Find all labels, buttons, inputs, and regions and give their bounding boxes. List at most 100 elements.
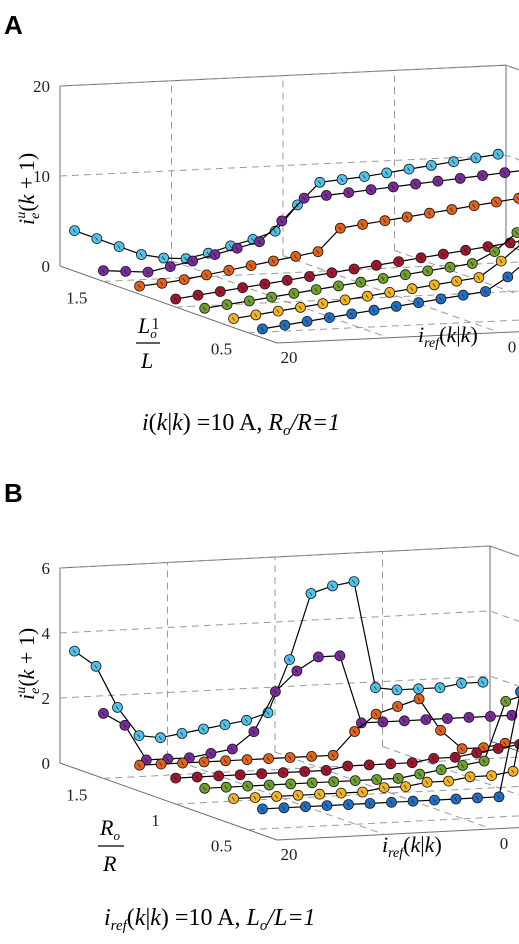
data-point-mark <box>146 270 150 275</box>
data-point-mark <box>161 256 165 261</box>
x-tick-label: 20 <box>281 845 298 864</box>
y-tick-label: 6 <box>42 559 51 578</box>
data-point-mark <box>441 252 445 257</box>
data-point-mark <box>139 252 143 257</box>
data-point-mark <box>353 778 357 783</box>
data-point-mark <box>218 289 222 294</box>
x-tick-label: 20 <box>281 348 298 367</box>
data-point-mark <box>271 259 275 264</box>
data-point-mark <box>359 721 363 726</box>
data-point-mark <box>489 773 493 778</box>
data-point-mark <box>475 796 479 801</box>
data-point-mark <box>324 768 328 773</box>
data-point-mark <box>247 299 251 304</box>
data-point-mark <box>405 215 409 220</box>
series-line <box>74 153 499 260</box>
data-point-mark <box>461 293 465 298</box>
data-point-mark <box>318 180 322 185</box>
data-point-mark <box>293 254 297 259</box>
data-point-mark <box>424 717 428 722</box>
data-point-mark <box>503 741 507 746</box>
data-point-mark <box>416 687 420 692</box>
data-point-mark <box>439 297 443 302</box>
data-point-mark <box>417 697 421 702</box>
data-point-mark <box>137 763 141 768</box>
data-point-mark <box>387 290 391 295</box>
data-point-mark <box>195 775 199 780</box>
data-point-mark <box>389 800 393 805</box>
data-point-mark <box>245 757 249 762</box>
data-point-mark <box>427 211 431 216</box>
data-point-mark <box>488 714 492 719</box>
x-tick-label: 0 <box>500 834 509 853</box>
data-point-mark <box>276 309 280 314</box>
data-point-mark <box>209 751 213 756</box>
data-point-mark <box>166 757 170 762</box>
data-point-mark <box>496 746 500 751</box>
data-point-mark <box>251 237 255 242</box>
data-point-mark <box>396 776 400 781</box>
series-group-b <box>69 576 519 815</box>
data-point-mark <box>345 764 349 769</box>
data-point-mark <box>480 173 484 178</box>
data-point-mark <box>225 302 229 307</box>
y-tick-label: 0 <box>42 257 51 276</box>
data-point-mark <box>346 802 350 807</box>
data-point-mark <box>460 746 464 751</box>
data-point <box>511 227 519 238</box>
data-point-mark <box>482 759 486 764</box>
data-point-mark <box>373 685 377 690</box>
series-line <box>103 655 512 761</box>
data-point-mark <box>330 584 334 589</box>
data-point-mark <box>202 786 206 791</box>
data-point-mark <box>431 756 435 761</box>
data-point-mark <box>417 772 421 777</box>
data-point-mark <box>360 222 364 227</box>
data-point-mark <box>458 176 462 181</box>
floor-edge-left <box>59 762 278 841</box>
data-point-mark <box>202 306 206 311</box>
z-frac-den-a: L <box>140 348 153 373</box>
data-point-mark <box>374 263 378 268</box>
data-point-mark <box>436 179 440 184</box>
data-point-mark <box>454 797 458 802</box>
data-point-mark <box>352 729 356 734</box>
data-point-mark <box>254 313 258 318</box>
data-point-mark <box>343 298 347 303</box>
data-point-mark <box>267 783 271 788</box>
data-point-mark <box>477 275 481 280</box>
data-point-mark <box>302 769 306 774</box>
z-frac-num-b: Ro <box>99 815 120 843</box>
data-point-mark <box>372 308 376 313</box>
data-point-mark <box>259 771 263 776</box>
data-point-mark <box>481 680 485 685</box>
data-point-mark <box>230 747 234 752</box>
y-tick-label: 2 <box>42 689 51 708</box>
data-point-mark <box>252 729 256 734</box>
data-point-mark <box>411 799 415 804</box>
data-point-mark <box>331 753 335 758</box>
data-point-mark <box>496 152 500 157</box>
z-axis-label-a: Lo L <box>136 313 160 373</box>
data-point-mark <box>158 735 162 740</box>
data-point-mark <box>314 287 318 292</box>
data-point-mark <box>115 705 119 710</box>
floor-gridline-x <box>274 751 493 830</box>
data-point-mark <box>101 711 105 716</box>
data-point-mark <box>287 657 291 662</box>
floor-gridline-x <box>282 255 501 334</box>
data-point-mark <box>325 803 329 808</box>
data-point-mark <box>282 806 286 811</box>
data-point-mark <box>269 295 273 300</box>
data-point-mark <box>368 801 372 806</box>
data-point-mark <box>394 304 398 309</box>
floor-edge-front <box>276 827 519 841</box>
data-point-mark <box>309 591 313 596</box>
axes-frame-b <box>59 545 519 841</box>
data-point-mark <box>510 713 514 718</box>
data-point-mark <box>298 305 302 310</box>
data-point-mark <box>468 775 472 780</box>
floor-gridline-x <box>382 746 519 796</box>
